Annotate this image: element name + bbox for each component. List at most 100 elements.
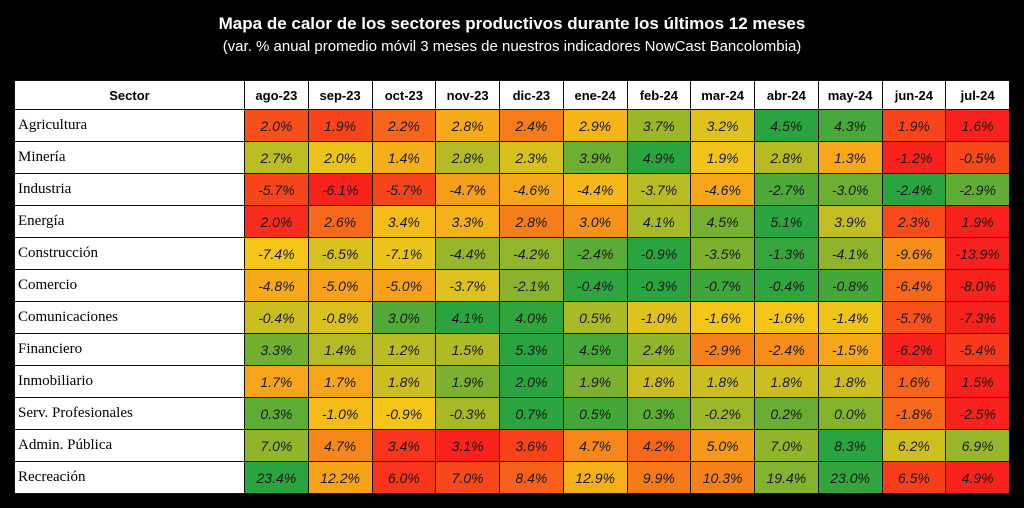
column-header-abr-24: abr-24: [754, 80, 819, 110]
row-label: Financiero: [14, 333, 245, 366]
heatmap-cell: 2.8%: [435, 109, 500, 142]
heatmap-cell: -3.7%: [626, 173, 692, 206]
heatmap-cell: -2.9%: [690, 333, 755, 366]
heatmap-cell: 4.5%: [690, 205, 755, 238]
row-label: Recreación: [14, 461, 245, 494]
heatmap-cell: -7.4%: [244, 237, 309, 270]
column-header-ene-24: ene-24: [562, 80, 628, 110]
heatmap-cell: -5.7%: [881, 301, 947, 334]
heatmap-cell: -1.0%: [307, 397, 373, 430]
row-label: Comercio: [14, 269, 245, 302]
heatmap-cell: 3.4%: [371, 205, 437, 238]
heatmap-cell: 3.7%: [626, 109, 692, 142]
heatmap-cell: -13.9%: [945, 237, 1010, 270]
heatmap-cell: 1.5%: [945, 365, 1010, 398]
heatmap-table: Sector ago-23 sep-23 oct-23 nov-23 dic-23 ene…: [14, 80, 1010, 494]
heatmap-cell: 2.7%: [244, 141, 309, 174]
heatmap-cell: -9.6%: [881, 237, 947, 270]
column-header-jul-24: jul-24: [945, 80, 1010, 110]
heatmap-cell: 2.0%: [244, 109, 309, 142]
heatmap-cell: -1.5%: [817, 333, 883, 366]
row-label: Agricultura: [14, 109, 245, 142]
heatmap-cell: 1.8%: [754, 365, 819, 398]
heatmap-cell: -4.2%: [499, 237, 564, 270]
heatmap-cell: -0.4%: [754, 269, 819, 302]
column-header-sep-23: sep-23: [307, 80, 373, 110]
heatmap-cell: 0.3%: [244, 397, 309, 430]
table-row: Energía 2.0% 2.6% 3.4% 3.3% 2.8% 3.0% 4.1% 4.5% 5…: [14, 205, 1010, 238]
heatmap-cell: 4.9%: [945, 461, 1010, 494]
heatmap-cell: -3.7%: [435, 269, 500, 302]
heatmap-cell: -0.3%: [435, 397, 500, 430]
column-header-oct-23: oct-23: [371, 80, 437, 110]
heatmap-cell: -0.8%: [307, 301, 373, 334]
heatmap-cell: 1.8%: [817, 365, 883, 398]
heatmap-cell: -0.3%: [626, 269, 692, 302]
column-header-mar-24: mar-24: [690, 80, 755, 110]
heatmap-cell: -4.7%: [435, 173, 500, 206]
heatmap-cell: -6.4%: [881, 269, 947, 302]
heatmap-cell: 5.3%: [499, 333, 564, 366]
heatmap-cell: 2.0%: [499, 365, 564, 398]
column-header-feb-24: feb-24: [626, 80, 692, 110]
heatmap-cell: -1.4%: [817, 301, 883, 334]
table-row: Financiero 3.3% 1.4% 1.2% 1.5% 5.3% 4.5% 2.4% -2…: [14, 333, 1010, 366]
heatmap-cell: -5.0%: [371, 269, 437, 302]
heatmap-cell: 1.4%: [307, 333, 373, 366]
heatmap-cell: 1.9%: [881, 109, 947, 142]
heatmap-cell: 1.8%: [626, 365, 692, 398]
heatmap-cell: 4.5%: [754, 109, 819, 142]
column-header-nov-23: nov-23: [435, 80, 500, 110]
heatmap-cell: -5.7%: [244, 173, 309, 206]
table-row: Construcción -7.4% -6.5% -7.1% -4.4% -4.2% -2.…: [14, 237, 1010, 270]
heatmap-cell: 1.3%: [817, 141, 883, 174]
heatmap-cell: 2.3%: [881, 205, 947, 238]
row-label: Minería: [14, 141, 245, 174]
heatmap-cell: -7.3%: [945, 301, 1010, 334]
heatmap-cell: -4.8%: [244, 269, 309, 302]
heatmap-cell: -1.6%: [690, 301, 755, 334]
heatmap-cell: 1.6%: [881, 365, 947, 398]
heatmap-cell: 4.7%: [307, 429, 373, 462]
table-row: Comunicaciones -0.4% -0.8% 3.0% 4.1% 4.0% 0.5%…: [14, 301, 1010, 334]
row-label: Comunicaciones: [14, 301, 245, 334]
heatmap-cell: 1.9%: [307, 109, 373, 142]
heatmap-cell: -2.4%: [881, 173, 947, 206]
heatmap-cell: 2.8%: [435, 141, 500, 174]
heatmap-cell: 4.0%: [499, 301, 564, 334]
heatmap-cell: -2.4%: [562, 237, 628, 270]
heatmap-cell: 0.0%: [817, 397, 883, 430]
table-row: Admin. Pública 7.0% 4.7% 3.4% 3.1% 3.6% 4.7% 4.…: [14, 429, 1010, 462]
heatmap-body: Agricultura 2.0% 1.9% 2.2% 2.8% 2.4% 2.9% 3.7% 3…: [14, 109, 1010, 494]
heatmap-cell: 12.2%: [307, 461, 373, 494]
heatmap-cell: 3.9%: [562, 141, 628, 174]
chart-title: Mapa de calor de los sectores productivo…: [218, 14, 806, 33]
heatmap-cell: 4.5%: [562, 333, 628, 366]
heatmap-cell: 3.2%: [690, 109, 755, 142]
heatmap-cell: 2.8%: [499, 205, 564, 238]
heatmap-cell: -5.4%: [945, 333, 1010, 366]
heatmap-cell: -2.5%: [945, 397, 1010, 430]
heatmap-cell: -0.4%: [244, 301, 309, 334]
row-label: Serv. Profesionales: [14, 397, 245, 430]
heatmap-cell: -2.4%: [754, 333, 819, 366]
heatmap-cell: 1.5%: [435, 333, 500, 366]
heatmap-cell: 0.2%: [754, 397, 819, 430]
heatmap-cell: 7.0%: [435, 461, 500, 494]
heatmap-cell: 3.3%: [244, 333, 309, 366]
heatmap-cell: -5.0%: [307, 269, 373, 302]
heatmap-cell: 2.9%: [562, 109, 628, 142]
heatmap-cell: 7.0%: [244, 429, 309, 462]
heatmap-cell: 8.3%: [817, 429, 883, 462]
heatmap-cell: 3.3%: [435, 205, 500, 238]
heatmap-cell: -4.4%: [435, 237, 500, 270]
heatmap-cell: -6.2%: [881, 333, 947, 366]
heatmap-cell: 1.7%: [244, 365, 309, 398]
heatmap-cell: 2.0%: [244, 205, 309, 238]
heatmap-cell: 2.4%: [499, 109, 564, 142]
row-label: Inmobiliario: [14, 365, 245, 398]
heatmap-cell: 6.5%: [881, 461, 947, 494]
heatmap-cell: 0.5%: [562, 397, 628, 430]
heatmap-cell: -3.0%: [817, 173, 883, 206]
